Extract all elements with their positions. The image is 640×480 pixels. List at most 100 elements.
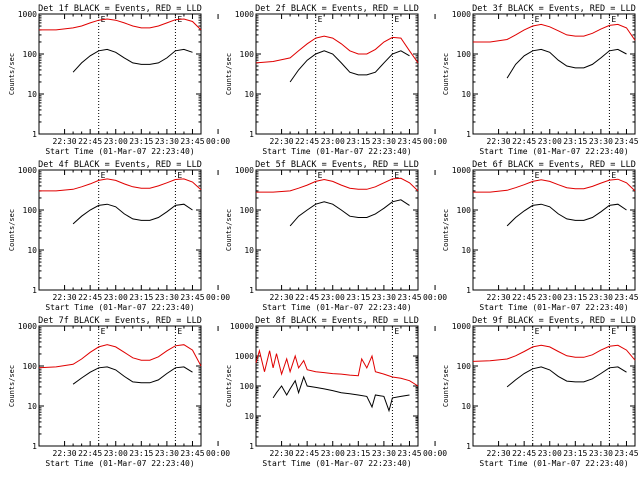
y-axis-label: Counts/sec: [8, 53, 16, 95]
x-tick-label: 23:30: [589, 137, 613, 146]
x-tick-label: 23:15: [563, 449, 587, 458]
x-tick-label: 22:30: [53, 293, 77, 302]
series-line-lld: [473, 23, 636, 43]
event-marker-label: E: [611, 171, 616, 180]
y-tick-label: 10: [244, 412, 254, 421]
y-tick-label: 100: [240, 50, 255, 59]
y-tick-label: 1000: [452, 322, 471, 331]
y-tick-label: 1000: [235, 10, 254, 19]
series-line-events: [72, 48, 193, 73]
series-line-events: [506, 48, 627, 79]
series-line-events: [506, 203, 627, 227]
y-tick-label: 100: [23, 50, 38, 59]
plot-frame: [472, 169, 636, 291]
y-axis-label: Counts/sec: [225, 209, 233, 251]
x-tick-label: 23:00: [538, 293, 562, 302]
series-line-lld: [39, 18, 202, 31]
series-line-lld: [472, 344, 636, 362]
panel-det-7: Det 7f BLACK = Events, RED = LLD 1 10 100 10…: [8, 316, 230, 468]
x-tick-label: 22:45: [295, 449, 319, 458]
panel-det-8: Det 8f BLACK = Events, RED = LLD 1 10 100 10…: [225, 316, 447, 468]
x-tick-label: 23:30: [155, 293, 179, 302]
x-axis-label: Start Time (01-Mar-07 22:23:40): [479, 459, 628, 468]
x-tick-label: 23:15: [346, 449, 370, 458]
x-tick-label: 22:30: [487, 449, 511, 458]
panel-title: Det 9f BLACK = Events, RED = LLD: [472, 316, 636, 326]
y-tick-label: 1000: [452, 10, 471, 19]
x-tick-label: 22:30: [487, 137, 511, 146]
y-tick-label: 10: [461, 402, 471, 411]
y-tick-label: 1000: [18, 10, 37, 19]
y-tick-label: 100: [23, 206, 38, 215]
y-tick-label: 100: [457, 50, 472, 59]
y-tick-label: 1000: [452, 166, 471, 175]
y-tick-label: 10: [27, 90, 37, 99]
x-tick-label: 00:00: [206, 137, 230, 146]
y-tick-label: 10: [244, 90, 254, 99]
x-axis-label: Start Time (01-Mar-07 22:23:40): [45, 303, 194, 312]
y-tick-label: 1: [249, 286, 254, 295]
panel-det-3: Det 3f BLACK = Events, RED = LLD 1 10 100 10…: [442, 4, 639, 156]
plot-frame: [472, 13, 636, 135]
event-marker-label: E: [101, 171, 106, 180]
series-line-events: [272, 375, 410, 413]
x-tick-label: 23:45: [614, 293, 638, 302]
panel-title: Det 6f BLACK = Events, RED = LLD: [472, 160, 636, 170]
y-axis-label: Counts/sec: [225, 53, 233, 95]
panel-title: Det 3f BLACK = Events, RED = LLD: [472, 4, 636, 14]
y-axis-label: Counts/sec: [442, 209, 450, 251]
plot-frame: [255, 13, 419, 135]
y-tick-label: 10: [244, 246, 254, 255]
x-tick-label: 22:45: [295, 293, 319, 302]
x-tick-label: 23:30: [372, 293, 396, 302]
x-tick-label: 23:00: [104, 449, 128, 458]
panel-title: Det 8f BLACK = Events, RED = LLD: [255, 316, 419, 326]
x-tick-label: 23:15: [129, 449, 153, 458]
y-tick-label: 1: [32, 442, 37, 451]
x-tick-label: 00:00: [206, 449, 230, 458]
y-tick-label: 10: [27, 402, 37, 411]
x-tick-label: 23:00: [321, 293, 345, 302]
x-tick-label: 22:30: [270, 449, 294, 458]
series-line-lld: [39, 178, 202, 192]
x-tick-label: 00:00: [423, 293, 447, 302]
series-line-events: [289, 50, 410, 83]
x-tick-label: 23:15: [129, 293, 153, 302]
x-tick-label: 22:45: [78, 449, 102, 458]
event-marker-label: E: [101, 327, 106, 336]
event-marker-label: E: [318, 15, 323, 24]
plot-frame: [472, 325, 636, 447]
y-axis-label: Counts/sec: [8, 365, 16, 407]
event-marker-label: E: [535, 327, 540, 336]
panel-det-5: Det 5f BLACK = Events, RED = LLD 1 10 100 10…: [225, 160, 447, 312]
x-tick-label: 23:45: [180, 293, 204, 302]
x-tick-label: 22:45: [78, 293, 102, 302]
event-marker-label: E: [177, 171, 182, 180]
y-tick-label: 1000: [235, 166, 254, 175]
panel-title: Det 4f BLACK = Events, RED = LLD: [38, 160, 202, 170]
series-line-events: [72, 366, 193, 385]
y-tick-label: 1: [466, 442, 471, 451]
y-axis-label: Counts/sec: [442, 53, 450, 95]
x-tick-label: 00:00: [423, 137, 447, 146]
x-tick-label: 23:15: [563, 137, 587, 146]
x-tick-label: 22:30: [270, 137, 294, 146]
x-tick-label: 23:00: [321, 449, 345, 458]
panel-title: Det 5f BLACK = Events, RED = LLD: [255, 160, 419, 170]
series-line-lld: [38, 344, 202, 369]
event-marker-label: E: [177, 327, 182, 336]
panel-det-1: Det 1f BLACK = Events, RED = LLD 1 10 100 10…: [8, 4, 230, 156]
x-tick-label: 23:15: [129, 137, 153, 146]
panel-title: Det 2f BLACK = Events, RED = LLD: [255, 4, 419, 14]
x-tick-label: 22:45: [295, 137, 319, 146]
y-tick-label: 100: [457, 206, 472, 215]
x-axis-label: Start Time (01-Mar-07 22:23:40): [45, 459, 194, 468]
y-tick-label: 100: [240, 382, 255, 391]
x-tick-label: 23:00: [104, 137, 128, 146]
event-marker-label: E: [318, 171, 323, 180]
x-tick-label: 22:45: [512, 137, 536, 146]
x-tick-label: 23:30: [372, 449, 396, 458]
x-tick-label: 23:45: [397, 449, 421, 458]
x-tick-label: 00:00: [423, 449, 447, 458]
